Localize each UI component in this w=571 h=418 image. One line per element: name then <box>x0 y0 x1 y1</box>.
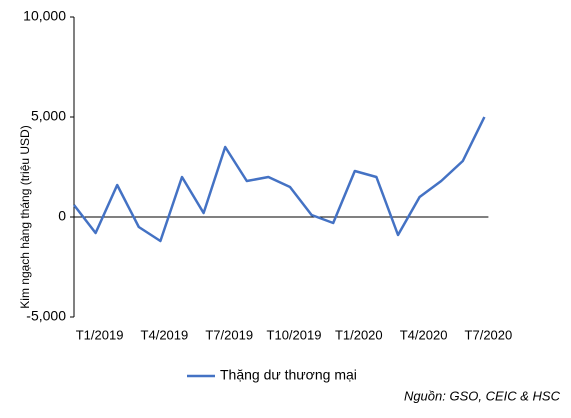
legend-label: Thặng dư thương mại <box>220 367 357 383</box>
source: Nguồn: GSO, CEIC & HSC <box>404 388 561 403</box>
x-tick-label: T1/2019 <box>76 327 124 342</box>
y-tick-label: 10,000 <box>23 8 66 24</box>
x-tick-label: T4/2019 <box>141 327 189 342</box>
y-tick-label: -5,000 <box>26 308 66 324</box>
x-tick-label: T4/2020 <box>400 327 448 342</box>
y-tick-label: 0 <box>58 208 66 224</box>
x-tick-label: T1/2020 <box>335 327 383 342</box>
series-line <box>73 116 486 243</box>
x-tick-label: T7/2020 <box>465 327 513 342</box>
x-tick-label: T10/2019 <box>267 327 322 342</box>
x-tick-label: T7/2019 <box>205 327 253 342</box>
y-axis-label: Kim ngạch hàng tháng (triệu USD) <box>18 125 32 308</box>
y-tick-label: 5,000 <box>31 108 66 124</box>
